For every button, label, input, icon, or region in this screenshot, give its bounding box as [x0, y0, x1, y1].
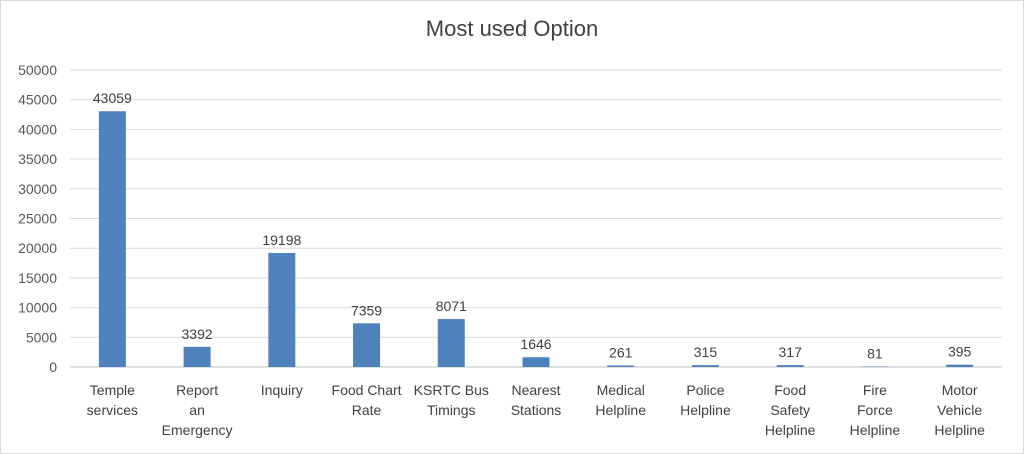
bar — [946, 364, 974, 367]
bar — [691, 365, 719, 367]
data-labels: 43059 3392 19198 7359 8071 1646 261 315 317 81 395 — [93, 90, 972, 361]
data-label: 81 — [867, 346, 883, 362]
x-tick-label: Temple services — [87, 382, 138, 418]
y-tick-label: 10000 — [18, 300, 57, 316]
y-tick-label: 25000 — [18, 211, 57, 227]
x-tick-label: Fire Force Helpline — [850, 382, 901, 438]
data-label: 3392 — [182, 326, 213, 342]
bar — [268, 252, 296, 367]
x-tick-label: Nearest Stations — [511, 382, 562, 418]
bar — [183, 346, 211, 367]
x-tick-label: Motor Vehicle Helpline — [934, 382, 985, 438]
bar — [353, 323, 381, 367]
gridlines — [70, 69, 1002, 368]
bar — [437, 319, 465, 367]
y-tick-label: 20000 — [18, 240, 57, 256]
x-tick-label: Food Chart Rate — [332, 382, 402, 418]
bars — [98, 111, 974, 367]
bar — [607, 365, 635, 367]
data-label: 43059 — [93, 90, 132, 106]
y-tick-label: 30000 — [18, 181, 57, 197]
data-label: 19198 — [262, 232, 301, 248]
y-tick-label: 15000 — [18, 270, 57, 286]
y-tick-label: 50000 — [18, 62, 57, 78]
x-tick-label: KSRTC Bus Timings — [414, 382, 489, 418]
x-tick-label: Food Safety Helpline — [765, 382, 816, 438]
y-tick-label: 0 — [49, 359, 57, 375]
y-tick-label: 35000 — [18, 151, 57, 167]
data-label: 261 — [609, 344, 633, 360]
bar — [776, 365, 804, 367]
data-label: 1646 — [520, 336, 551, 352]
y-tick-label: 40000 — [18, 121, 57, 137]
x-axis-categories: Temple services Report an Emergency Inquiry Fo… — [87, 382, 985, 438]
x-tick-label: Medical Helpline — [595, 382, 646, 418]
chart-title: Most used Option — [425, 16, 599, 41]
x-tick-label: Police Helpline — [680, 382, 731, 418]
x-tick-label: Inquiry — [261, 382, 303, 398]
x-tick-label: Report an Emergency — [162, 382, 233, 438]
y-tick-label: 45000 — [18, 92, 57, 108]
data-label: 7359 — [351, 302, 382, 318]
y-axis-ticks: 0 5000 10000 15000 20000 25000 30000 35000 40000… — [18, 62, 57, 375]
bar — [522, 357, 550, 367]
data-label: 315 — [694, 344, 718, 360]
bar — [98, 111, 126, 367]
y-tick-label: 5000 — [26, 329, 57, 345]
data-label: 8071 — [436, 298, 467, 314]
data-label: 317 — [779, 344, 803, 360]
data-label: 395 — [948, 344, 972, 360]
